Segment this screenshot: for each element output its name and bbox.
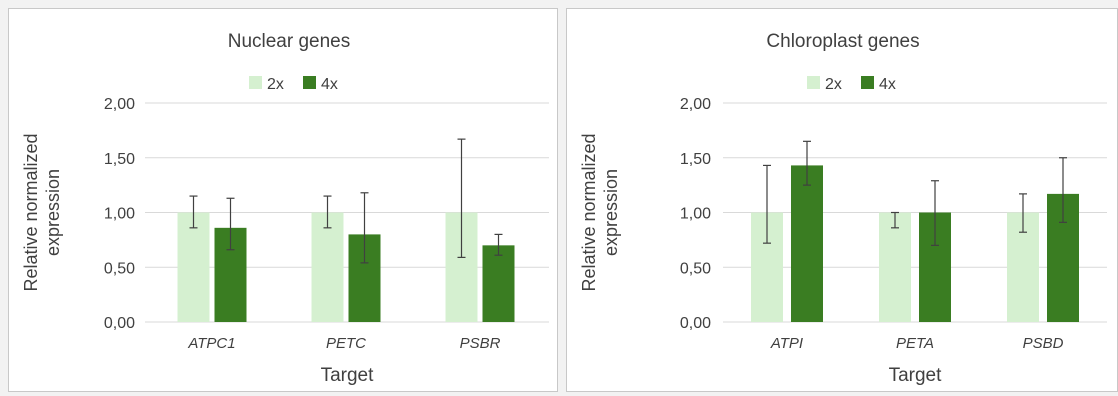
chart-panel-nuclear: Nuclear genes 2x 4x 0,00 0,50 1,00 1,50 2,00 Rel… [8, 8, 558, 392]
y-tick-label: 0,00 [680, 315, 711, 332]
bar-4x-PSBR [482, 245, 515, 322]
y-tick-label: 1,50 [680, 151, 711, 168]
x-tick-label: PETC [326, 335, 366, 352]
legend-label-4x: 4x [321, 76, 338, 93]
chart-nuclear-genes: Nuclear genes 2x 4x 0,00 0,50 1,00 1,50 2,00 Rel… [21, 31, 549, 386]
legend-label-2x: 2x [825, 76, 842, 93]
legend-swatch-4x [861, 76, 874, 89]
y-tick-label: 2,00 [680, 96, 711, 113]
chart-chloroplast-genes: Chloroplast genes 2x 4x 0,00 0,50 1,00 1,50 2,0… [579, 31, 1107, 386]
legend-swatch-4x [303, 76, 316, 89]
y-axis-label-line: expression [601, 169, 621, 256]
x-tick-label: ATPI [770, 335, 803, 352]
x-tick-label: PSBR [460, 335, 501, 352]
y-axis-label-line: expression [43, 169, 63, 256]
y-tick-label: 1,00 [104, 206, 135, 223]
chart-panel-chloroplast: Chloroplast genes 2x 4x 0,00 0,50 1,00 1,50 2,0… [566, 8, 1118, 392]
chart-title: Chloroplast genes [766, 31, 919, 52]
y-axis-label-line: Relative normalized [21, 133, 41, 291]
y-tick-label: 0,50 [680, 260, 711, 277]
x-axis-label: Target [889, 365, 943, 386]
bar-2x-PETA [879, 212, 911, 322]
y-tick-label: 1,00 [680, 206, 711, 223]
y-axis-label: Relative normalized expression [579, 133, 621, 291]
x-tick-label: PSBD [1023, 335, 1064, 352]
legend-swatch-2x [249, 76, 262, 89]
legend-label-4x: 4x [879, 76, 896, 93]
bar-2x-PETC [311, 212, 344, 322]
x-tick-label: PETA [896, 335, 934, 352]
legend-label-2x: 2x [267, 76, 284, 93]
y-axis-label-line: Relative normalized [579, 133, 599, 291]
chart-title: Nuclear genes [228, 31, 351, 52]
x-axis-label: Target [321, 365, 375, 386]
y-axis-label: Relative normalized expression [21, 133, 63, 291]
bar-2x-ATPC1 [177, 212, 210, 322]
x-tick-label: ATPC1 [187, 335, 235, 352]
y-tick-label: 2,00 [104, 96, 135, 113]
y-tick-label: 1,50 [104, 151, 135, 168]
y-tick-label: 0,50 [104, 260, 135, 277]
bar-4x-ATPI [791, 165, 823, 322]
y-tick-label: 0,00 [104, 315, 135, 332]
legend-swatch-2x [807, 76, 820, 89]
